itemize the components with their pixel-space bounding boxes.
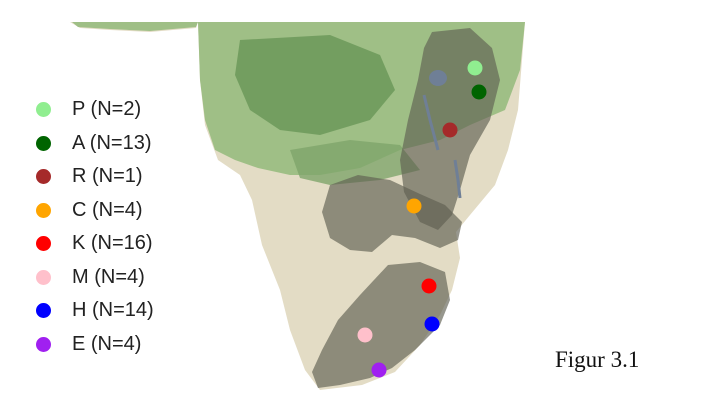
map-legend: P (N=2) A (N=13) R (N=1) C (N=4) K (N=16… — [36, 93, 154, 361]
site-marker-a — [471, 84, 487, 100]
legend-swatch — [36, 135, 51, 151]
range-south-africa — [312, 262, 450, 388]
legend-swatch — [36, 102, 51, 118]
lake-victoria — [429, 70, 447, 86]
lake-malawi — [453, 159, 462, 199]
legend-label: R (N=1) — [72, 165, 143, 188]
legend-label: H (N=14) — [72, 299, 154, 322]
legend-item: R (N=1) — [36, 160, 154, 194]
site-marker-p — [467, 60, 483, 76]
site-marker-m — [357, 327, 373, 343]
range-central-south — [322, 175, 462, 252]
legend-label: A (N=13) — [72, 131, 152, 154]
legend-swatch — [36, 303, 51, 319]
site-marker-h — [424, 316, 440, 332]
west-africa-green — [72, 22, 198, 31]
legend-label: K (N=16) — [72, 232, 153, 255]
legend-item: K (N=16) — [36, 227, 154, 261]
site-marker-e — [371, 362, 387, 378]
legend-label: C (N=4) — [72, 198, 143, 221]
legend-label: P (N=2) — [72, 98, 142, 121]
site-marker-k — [421, 278, 437, 294]
woodland-patch — [290, 140, 420, 185]
legend-item: E (N=4) — [36, 328, 154, 362]
figure-caption: Figur 3.1 — [555, 347, 640, 372]
legend-label: E (N=4) — [72, 332, 142, 355]
legend-item: P (N=2) — [36, 93, 154, 127]
legend-item: H (N=14) — [36, 294, 154, 328]
legend-swatch — [36, 202, 51, 218]
site-marker-c — [406, 198, 422, 214]
legend-swatch — [36, 336, 51, 352]
dense-forest — [235, 35, 395, 135]
legend-swatch — [36, 169, 51, 185]
legend-label: M (N=4) — [72, 265, 145, 288]
legend-item: M (N=4) — [36, 261, 154, 295]
legend-swatch — [36, 236, 51, 252]
legend-item: A (N=13) — [36, 127, 154, 161]
legend-item: C (N=4) — [36, 194, 154, 228]
site-marker-r — [442, 122, 458, 138]
legend-swatch — [36, 269, 51, 285]
lake-tanganyika — [422, 94, 440, 151]
